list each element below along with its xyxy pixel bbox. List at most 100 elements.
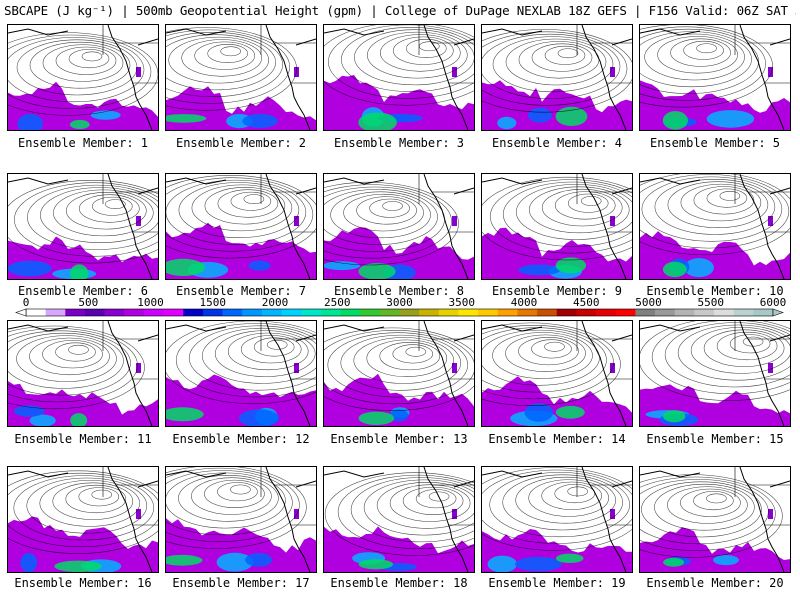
height-contour <box>492 332 593 379</box>
cape-core <box>166 407 204 422</box>
height-contour <box>8 34 152 109</box>
cape-shading <box>8 81 158 130</box>
land-cape-patch <box>136 363 141 373</box>
ensemble-member-label: Ensemble Member: 9 <box>491 284 623 298</box>
height-contour <box>166 32 283 97</box>
height-contour <box>337 474 474 549</box>
height-contour <box>482 469 632 544</box>
height-contour <box>693 491 734 511</box>
height-contour <box>166 321 316 405</box>
height-contour <box>640 479 769 545</box>
height-contour <box>531 339 572 359</box>
height-contour <box>39 480 141 527</box>
ensemble-member-map <box>323 466 475 573</box>
figure-title: SBCAPE (J kg⁻¹) | 500mb Geopotential Hei… <box>4 3 796 18</box>
colorbar-tick-label: 5000 <box>635 296 662 309</box>
colorbar-bin <box>45 309 66 316</box>
height-contour <box>356 196 417 225</box>
height-contour <box>230 484 251 495</box>
land-cape-patch <box>136 509 141 519</box>
height-contour <box>29 41 131 89</box>
height-contour <box>188 325 316 391</box>
height-contour <box>640 31 752 88</box>
ensemble-member-map <box>7 173 159 280</box>
height-contour <box>366 339 448 377</box>
colorbar-extend-arrow <box>772 308 784 317</box>
colorbar-bin <box>301 309 322 316</box>
height-contour <box>230 191 272 211</box>
height-contour <box>166 29 290 104</box>
height-contour <box>327 332 469 398</box>
height-contour <box>382 201 403 211</box>
height-contour <box>482 322 621 406</box>
height-contour <box>515 184 632 240</box>
height-contour <box>518 41 600 79</box>
height-contour <box>482 467 632 551</box>
cape-shading <box>324 373 474 426</box>
cape-core <box>70 264 89 279</box>
political-border <box>102 467 158 526</box>
height-contour <box>178 475 279 522</box>
ensemble-member-map <box>323 173 475 280</box>
ensemble-member-label: Ensemble Member: 1 <box>17 136 149 150</box>
colorbar-tick-label: 4500 <box>573 296 600 309</box>
ensemble-member-label: Ensemble Member: 2 <box>175 136 307 150</box>
height-contour <box>531 43 593 72</box>
cape-core <box>166 554 203 566</box>
height-contour <box>729 334 771 354</box>
ensemble-member-label: Ensemble Member: 13 <box>330 432 468 446</box>
political-border <box>734 467 790 526</box>
colorbar-bin <box>596 309 617 316</box>
height-contour <box>14 182 158 257</box>
height-contour <box>696 43 717 54</box>
height-contour <box>640 174 790 256</box>
height-contour <box>350 477 474 543</box>
land-cape-patch <box>768 67 773 77</box>
height-contour <box>654 483 755 531</box>
height-contour <box>654 179 776 235</box>
ensemble-member-map <box>481 320 633 427</box>
cape-shading <box>324 75 474 130</box>
height-contour <box>266 339 288 350</box>
height-contour <box>66 192 147 230</box>
height-contour <box>91 489 113 500</box>
height-contour <box>207 44 248 63</box>
cape-core <box>518 264 561 276</box>
height-contour <box>515 476 616 524</box>
cape-core <box>248 260 271 271</box>
cape-core <box>713 555 739 566</box>
colorbar-tick-label: 5500 <box>698 296 725 309</box>
height-contour <box>505 334 586 372</box>
height-contour <box>26 477 148 534</box>
cape-core <box>358 112 397 130</box>
height-contour <box>567 193 609 213</box>
ensemble-member-map <box>639 320 791 427</box>
colorbar-bin <box>556 309 577 316</box>
height-contour <box>78 487 120 507</box>
ensemble-member-label: Ensemble Member: 10 <box>646 284 784 298</box>
height-contour <box>528 186 630 234</box>
height-contour <box>68 344 89 355</box>
height-contour <box>719 191 741 201</box>
height-contour <box>369 198 410 218</box>
height-contour <box>640 25 773 108</box>
height-contour <box>554 484 595 504</box>
land-cape-patch <box>768 509 773 519</box>
political-border <box>576 174 632 233</box>
colorbar-bin <box>497 309 518 316</box>
political-border <box>260 467 316 526</box>
height-contour <box>220 46 241 57</box>
political-border <box>418 25 474 84</box>
political-border <box>734 321 790 380</box>
height-contour <box>166 467 307 549</box>
ensemble-member-label: Ensemble Member: 12 <box>172 432 310 446</box>
height-contour <box>379 342 441 371</box>
cape-core <box>324 261 361 271</box>
land-cape-patch <box>294 363 299 373</box>
cape-core <box>166 114 207 123</box>
political-border <box>260 25 316 84</box>
height-contour <box>166 175 316 259</box>
height-contour <box>502 181 632 247</box>
height-contour <box>353 337 455 384</box>
height-contour <box>518 337 579 366</box>
